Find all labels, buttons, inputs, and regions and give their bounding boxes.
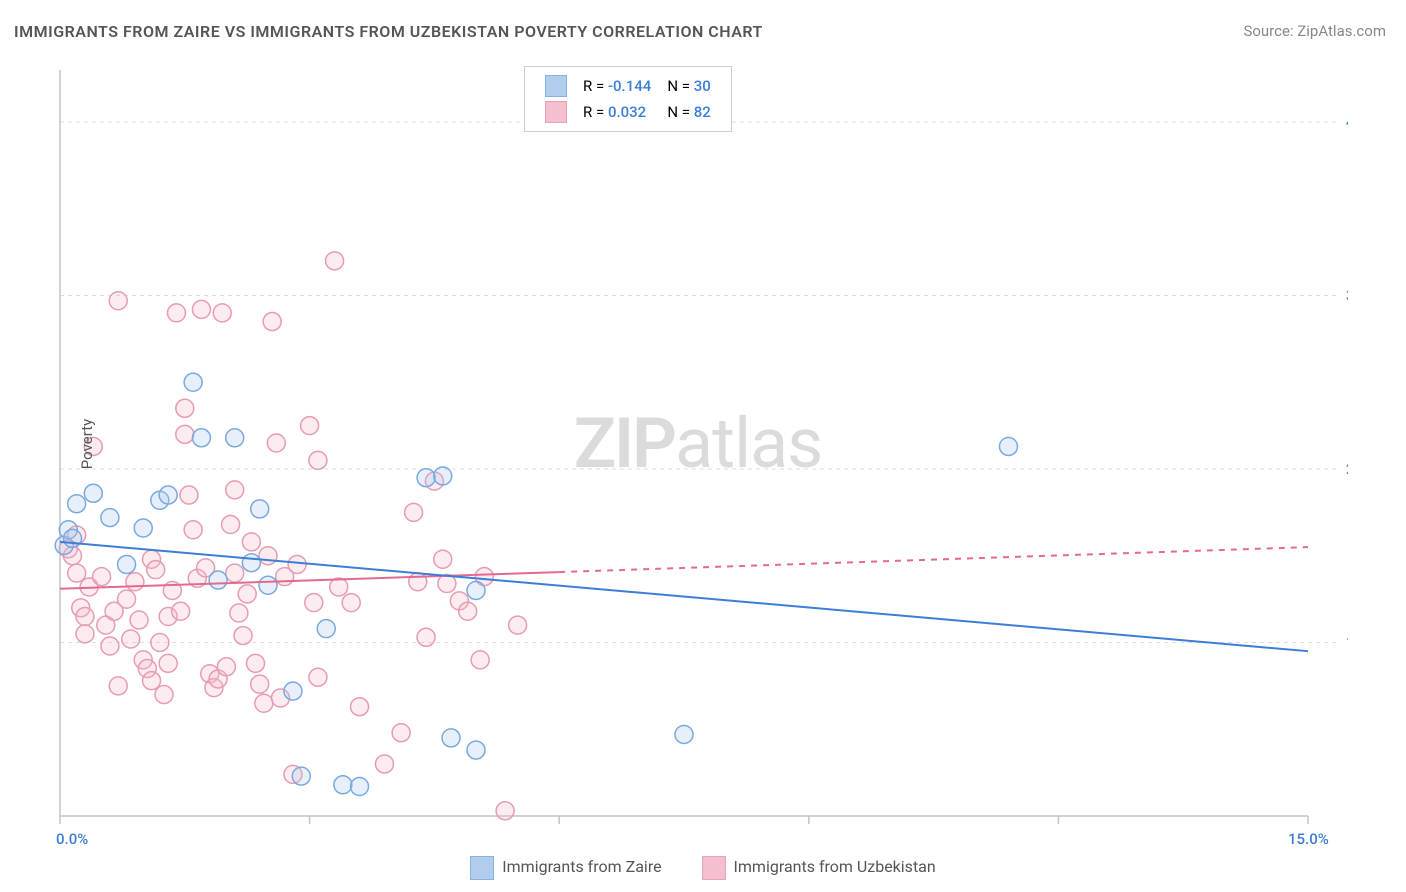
swatch-zaire-icon	[545, 75, 567, 97]
r-label: R =	[583, 103, 604, 121]
legend-item-uzbekistan: Immigrants from Uzbekistan	[702, 856, 936, 880]
series-legend: Immigrants from Zaire Immigrants from Uz…	[0, 856, 1406, 880]
stats-legend-box: R = -0.144 N = 30 R = 0.032 N = 82	[524, 66, 732, 132]
chart-svg: 10.0% 20.0% 30.0% 40.0%	[48, 60, 1348, 828]
zaire-r-value: -0.144	[608, 77, 651, 95]
uzbekistan-n-value: 82	[694, 103, 711, 121]
svg-text:30.0%: 30.0%	[1346, 287, 1348, 305]
svg-text:10.0%: 10.0%	[1346, 634, 1348, 652]
swatch-uzbekistan-icon	[702, 856, 726, 880]
legend-item-zaire: Immigrants from Zaire	[470, 856, 661, 880]
svg-text:20.0%: 20.0%	[1346, 460, 1348, 478]
legend-label-zaire: Immigrants from Zaire	[502, 857, 661, 876]
x-tick-max: 15.0%	[1288, 830, 1329, 848]
swatch-zaire-icon	[470, 856, 494, 880]
x-tick-min: 0.0%	[56, 830, 88, 848]
chart-title: IMMIGRANTS FROM ZAIRE VS IMMIGRANTS FROM…	[14, 22, 763, 41]
stats-row-uzbekistan: R = 0.032 N = 82	[537, 99, 719, 125]
stats-row-zaire: R = -0.144 N = 30	[537, 73, 719, 99]
y-axis-label: Poverty	[78, 419, 96, 469]
n-label: N =	[667, 77, 690, 95]
chart-area: Poverty ZIPatlas 10.0%20.0%30.0%40.0% R …	[48, 60, 1348, 828]
uzbekistan-r-value: 0.032	[608, 103, 646, 121]
source-link[interactable]: ZipAtlas.com	[1297, 22, 1386, 40]
svg-text:40.0%: 40.0%	[1346, 113, 1348, 131]
source-prefix: Source:	[1243, 22, 1297, 40]
r-label: R =	[583, 77, 604, 95]
source-credit: Source: ZipAtlas.com	[1243, 22, 1386, 40]
legend-label-uzbekistan: Immigrants from Uzbekistan	[734, 857, 936, 876]
swatch-uzbekistan-icon	[545, 101, 567, 123]
zaire-n-value: 30	[694, 77, 711, 95]
n-label: N =	[667, 103, 690, 121]
